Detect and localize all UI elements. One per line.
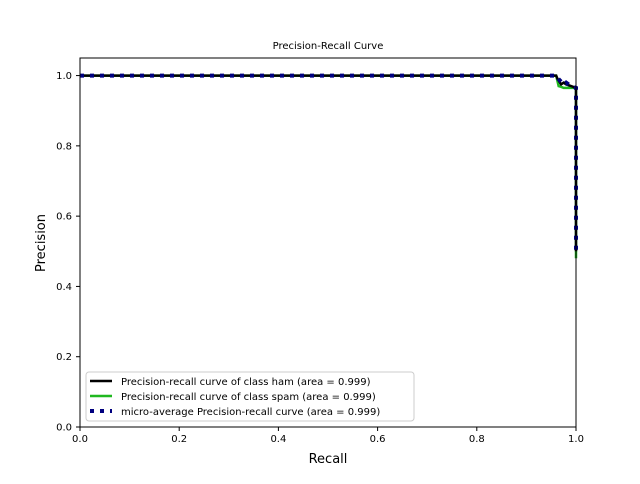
x-tick-label: 0.8 (469, 434, 485, 445)
x-tick-label: 0.6 (370, 434, 386, 445)
x-tick-label: 0.2 (171, 434, 187, 445)
y-tick-label: 0.4 (56, 282, 72, 293)
legend-label-spam: Precision-recall curve of class spam (ar… (121, 392, 376, 403)
y-axis-label: Precision (34, 214, 49, 272)
y-tick-label: 0.6 (56, 212, 72, 223)
legend-label-ham: Precision-recall curve of class ham (are… (121, 377, 371, 388)
chart-title: Precision-Recall Curve (273, 41, 384, 52)
x-axis-label: Recall (309, 452, 348, 467)
axis-ticks: 0.0 0.2 0.4 0.6 0.8 1.0 0.0 0.2 0.4 0.6 0.8 1.0 (56, 71, 584, 445)
x-tick-label: 0.0 (72, 434, 88, 445)
legend: Precision-recall curve of class ham (are… (85, 371, 415, 422)
y-tick-label: 0.2 (56, 352, 72, 363)
plot-frame (79, 57, 577, 428)
series-line-micro-average (80, 73, 578, 252)
y-tick-label: 0.0 (56, 423, 72, 434)
y-tick-label: 1.0 (56, 71, 72, 82)
x-tick-label: 0.4 (270, 434, 286, 445)
x-tick-label: 1.0 (568, 434, 584, 445)
legend-label-micro-average: micro-average Precision-recall curve (ar… (121, 407, 380, 418)
y-tick-label: 0.8 (56, 141, 72, 152)
legend-box (85, 371, 415, 422)
